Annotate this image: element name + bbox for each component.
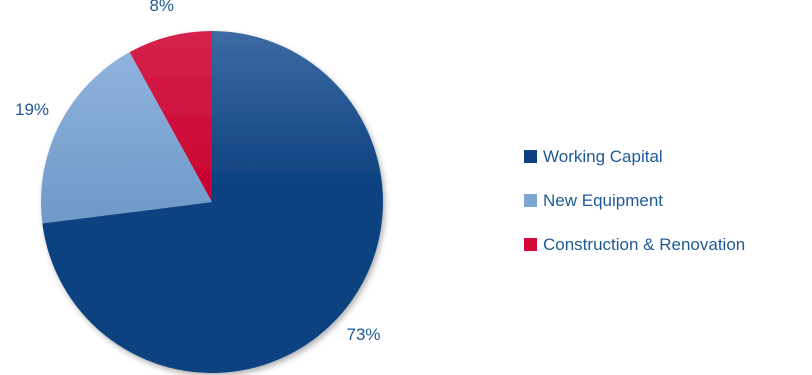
legend-swatch-construction-renovation — [524, 238, 537, 251]
legend-item-working-capital: Working Capital — [524, 145, 745, 168]
pie-slice-new-equipment — [40, 52, 212, 224]
legend-swatch-new-equipment — [524, 194, 537, 207]
pie-label-new-equipment: 19% — [15, 100, 49, 119]
pie-slice-construction-renovation — [129, 31, 212, 202]
legend-label-working-capital: Working Capital — [543, 146, 663, 166]
pie-percent-labels: 73% 19% 8% — [15, 0, 381, 344]
legend-label-new-equipment: New Equipment — [543, 190, 664, 210]
legend-swatch-working-capital — [524, 150, 537, 163]
chart-legend: Working Capital New Equipment Constructi… — [524, 145, 745, 277]
legend-item-construction-renovation: Construction & Renovation — [524, 233, 745, 256]
pie-slice-working-capital — [42, 31, 383, 373]
pie-label-construction-renovation: 8% — [149, 0, 174, 15]
legend-item-new-equipment: New Equipment — [524, 189, 745, 212]
pie-label-working-capital: 73% — [347, 325, 381, 344]
pie-slices — [40, 31, 383, 373]
legend-label-construction-renovation: Construction & Renovation — [543, 234, 746, 254]
